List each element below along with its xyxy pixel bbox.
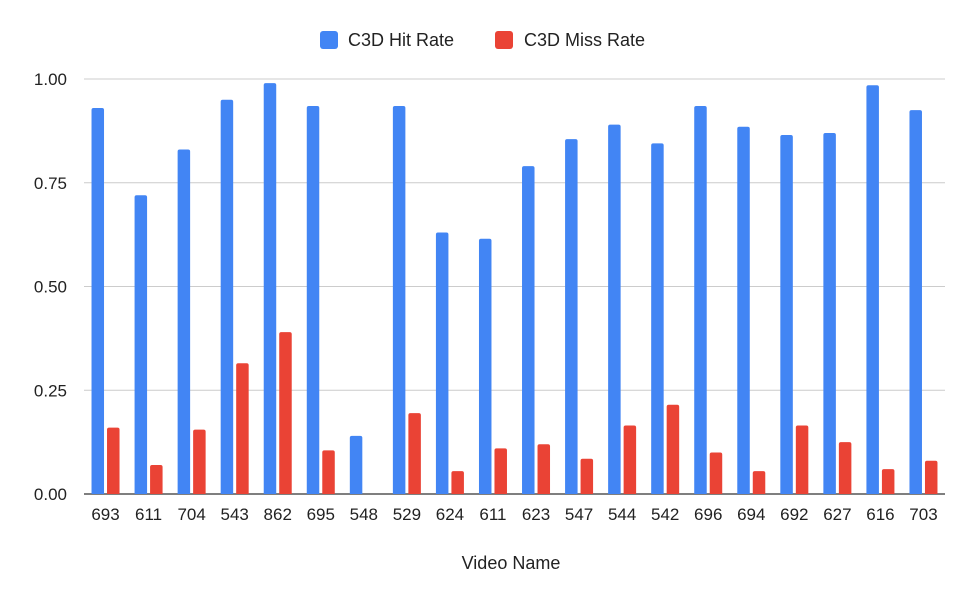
miss-rate-bar: [838, 442, 852, 494]
hit-rate-bar: [823, 132, 836, 494]
hit-rate-bar: [737, 126, 750, 494]
miss-rate-bar: [150, 464, 163, 494]
miss-rate-bar: [924, 460, 938, 494]
hit-rate-bar: [780, 135, 793, 494]
x-tick-label: 862: [264, 505, 292, 524]
y-tick-label: 0.75: [34, 174, 67, 193]
x-tick-label: 703: [909, 505, 937, 524]
hit-rate-bar: [909, 110, 922, 494]
x-tick-label: 693: [91, 505, 119, 524]
miss-rate-bar: [408, 413, 421, 494]
hit-rate-bar: [435, 232, 449, 495]
miss-rate-bar: [580, 458, 594, 494]
miss-rate-bar: [107, 427, 120, 494]
hit-rate-bar: [306, 105, 320, 494]
miss-rate-bar: [193, 429, 206, 494]
x-tick-label: 547: [565, 505, 593, 524]
x-tick-label: 694: [737, 505, 765, 524]
gridlines: [84, 78, 945, 495]
bars: [91, 83, 938, 495]
y-tick-label: 0.00: [34, 485, 67, 504]
miss-rate-bar: [537, 444, 551, 494]
x-tick-label: 624: [436, 505, 464, 524]
miss-rate-bar: [795, 425, 809, 494]
miss-rate-bar: [666, 404, 680, 494]
y-tick-labels: 0.00 0.25 0.50 0.75 1.00: [34, 70, 67, 504]
legend-label-miss-rate: C3D Miss Rate: [524, 30, 645, 50]
miss-rate-bar: [236, 363, 249, 494]
hit-rate-bar: [694, 105, 707, 494]
x-tick-label: 611: [135, 505, 162, 524]
x-tick-label: 623: [522, 505, 550, 524]
x-tick-label: 542: [651, 505, 679, 524]
legend-label-hit-rate: C3D Hit Rate: [348, 30, 454, 50]
hit-rate-bar: [349, 435, 363, 494]
hit-rate-bar: [522, 166, 535, 494]
miss-rate-bar: [752, 471, 766, 494]
miss-rate-bar: [709, 452, 723, 494]
x-tick-label: 696: [694, 505, 722, 524]
hit-rate-bar: [177, 149, 191, 495]
x-tick-label: 548: [350, 505, 378, 524]
miss-rate-bar: [881, 469, 895, 494]
x-tick-labels: 693 611 704 543 862 695 548 529 624 611 623 547 544 5…: [91, 505, 937, 524]
hit-rate-bar: [478, 238, 492, 494]
x-tick-label: 704: [177, 505, 205, 524]
y-tick-label: 0.25: [34, 381, 67, 400]
x-tick-label: 611: [479, 505, 506, 524]
hit-rate-bar: [220, 99, 234, 494]
hit-rate-bar: [608, 124, 621, 495]
miss-rate-bar: [279, 332, 292, 494]
hit-rate-bar: [134, 195, 148, 494]
miss-rate-bar: [623, 425, 637, 494]
hit-rate-bar: [866, 85, 879, 494]
x-tick-label: 616: [866, 505, 894, 524]
legend-swatch-miss-rate: [495, 31, 513, 49]
x-tick-label: 543: [220, 505, 248, 524]
x-tick-label: 695: [307, 505, 335, 524]
x-tick-label: 627: [823, 505, 851, 524]
x-tick-label: 544: [608, 505, 636, 524]
legend-swatch-hit-rate: [320, 31, 338, 49]
hit-rate-bar: [263, 83, 277, 495]
x-axis-title: Video Name: [462, 553, 561, 573]
y-tick-label: 0.50: [34, 278, 67, 297]
hit-rate-bar: [565, 139, 578, 495]
miss-rate-bar: [494, 448, 507, 494]
legend: C3D Hit Rate C3D Miss Rate: [320, 30, 645, 50]
hit-rate-bar: [392, 105, 406, 494]
hit-rate-bar: [651, 143, 664, 494]
y-tick-label: 1.00: [34, 70, 67, 89]
miss-rate-bar: [451, 471, 464, 494]
x-tick-label: 529: [393, 505, 421, 524]
x-tick-label: 692: [780, 505, 808, 524]
hit-rate-bar: [91, 108, 105, 495]
miss-rate-bar: [322, 450, 335, 494]
